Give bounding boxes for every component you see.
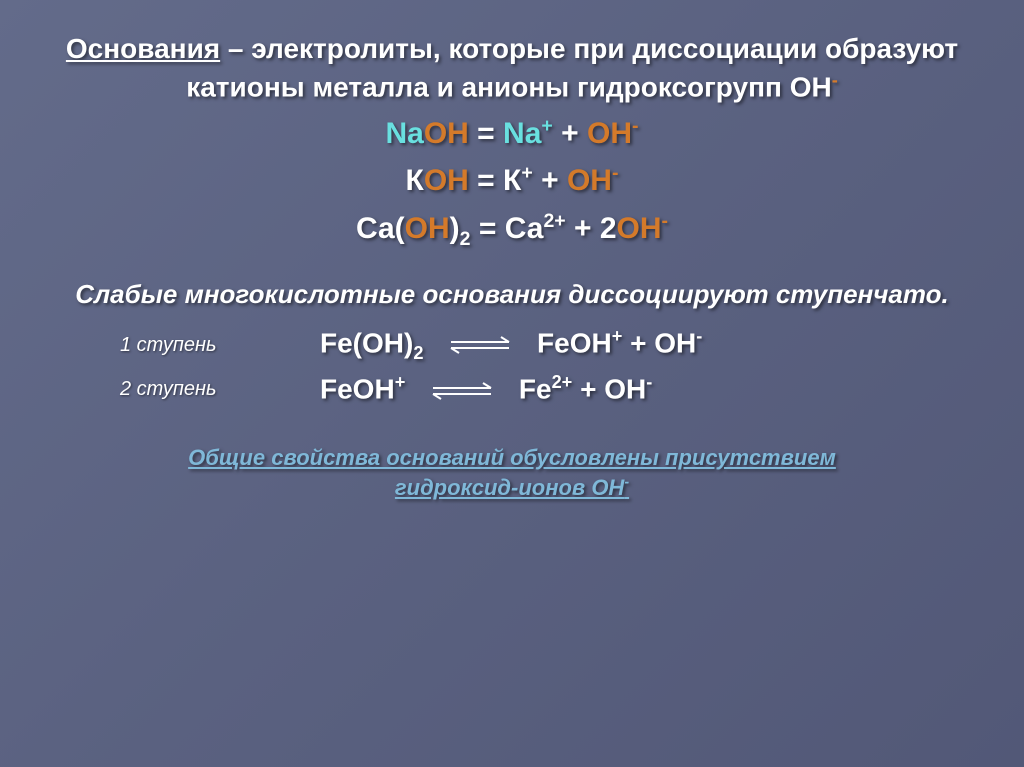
- eq1-rhs-oh-charge: -: [632, 115, 639, 137]
- s2-plus: +: [572, 374, 604, 405]
- eq1-rhs-cation: Na: [503, 117, 541, 150]
- eq2-lhs-cation: К: [406, 164, 424, 197]
- eq2-lhs-oh: ОН: [424, 164, 469, 197]
- eq3-lhs-sub: 2: [460, 228, 471, 250]
- eq2-rhs-cation: К: [503, 164, 521, 197]
- eq3-lhs-oh: ОН: [405, 212, 450, 245]
- s1-lhs-sub: 2: [413, 343, 423, 363]
- s1-lhs: Fe(OH): [320, 328, 413, 359]
- equation-1: NaОН = Na+ + ОН-: [60, 112, 964, 156]
- equilibrium-arrow-icon: [427, 375, 497, 407]
- step-2-row: 2 ступень FeOH+ Fe2+ + OH-: [60, 372, 964, 407]
- step-1-equation: Fe(OH)2 FeOH+ + OH-: [320, 326, 702, 364]
- eq2-equals: =: [469, 164, 503, 197]
- s1-plus: +: [622, 328, 654, 359]
- eq1-lhs-oh: ОН: [424, 117, 469, 150]
- eq2-rhs-oh-charge: -: [612, 162, 619, 184]
- s1-rhs2-sup: -: [696, 326, 702, 346]
- s2-rhs2: OH: [604, 374, 646, 405]
- eq2-rhs-cation-charge: +: [521, 162, 532, 184]
- eq2-rhs-oh: ОН: [567, 164, 612, 197]
- s2-rhs1-sup: 2+: [552, 372, 573, 392]
- s1-rhs1: FeOH: [537, 328, 612, 359]
- title-rest: – электролиты, которые при диссоциации о…: [186, 33, 958, 102]
- subheading: Слабые многокислотные основания диссоции…: [60, 277, 964, 312]
- step-1-row: 1 ступень Fe(OH)2 FeOH+ + OH-: [60, 326, 964, 364]
- eq3-rhs-oh-charge: -: [662, 210, 669, 232]
- eq3-rhs-oh: ОН: [617, 212, 662, 245]
- eq1-lhs-cation: Na: [385, 117, 423, 150]
- step-2-equation: FeOH+ Fe2+ + OH-: [320, 372, 652, 407]
- footer-line1: Общие свойства оснований обусловлены при…: [188, 445, 836, 470]
- eq3-equals: =: [471, 212, 505, 245]
- equilibrium-arrow-icon: [445, 329, 515, 361]
- definition-title: Основания – электролиты, которые при дис…: [60, 30, 964, 106]
- eq3-plus: + 2: [566, 212, 617, 245]
- eq3-rhs-cation: Са: [505, 212, 544, 245]
- footer-line2: гидроксид-ионов ОН: [395, 475, 624, 500]
- s2-lhs-sup: +: [395, 372, 406, 392]
- s2-rhs1: Fe: [519, 374, 552, 405]
- s1-rhs2: OH: [654, 328, 696, 359]
- eq3-lhs-pre: Са(: [356, 212, 405, 245]
- s2-lhs: FeOH: [320, 374, 395, 405]
- eq2-plus: +: [533, 164, 567, 197]
- eq1-rhs-oh: ОН: [587, 117, 632, 150]
- title-sup: -: [832, 70, 838, 90]
- footer-sup: -: [624, 475, 629, 491]
- title-term: Основания: [66, 33, 220, 64]
- footer-note: Общие свойства оснований обусловлены при…: [60, 443, 964, 502]
- eq3-lhs-post: ): [450, 212, 460, 245]
- step-2-label: 2 ступень: [60, 378, 320, 401]
- equation-2: КОН = К+ + ОН-: [60, 159, 964, 203]
- eq1-plus: +: [553, 117, 587, 150]
- eq1-rhs-cation-charge: +: [541, 115, 552, 137]
- equation-3: Са(ОН)2 = Са2+ + 2ОН-: [60, 207, 964, 253]
- eq1-equals: =: [469, 117, 503, 150]
- s1-rhs1-sup: +: [612, 326, 623, 346]
- s2-rhs2-sup: -: [646, 372, 652, 392]
- eq3-rhs-cation-charge: 2+: [543, 210, 565, 232]
- step-1-label: 1 ступень: [60, 334, 320, 357]
